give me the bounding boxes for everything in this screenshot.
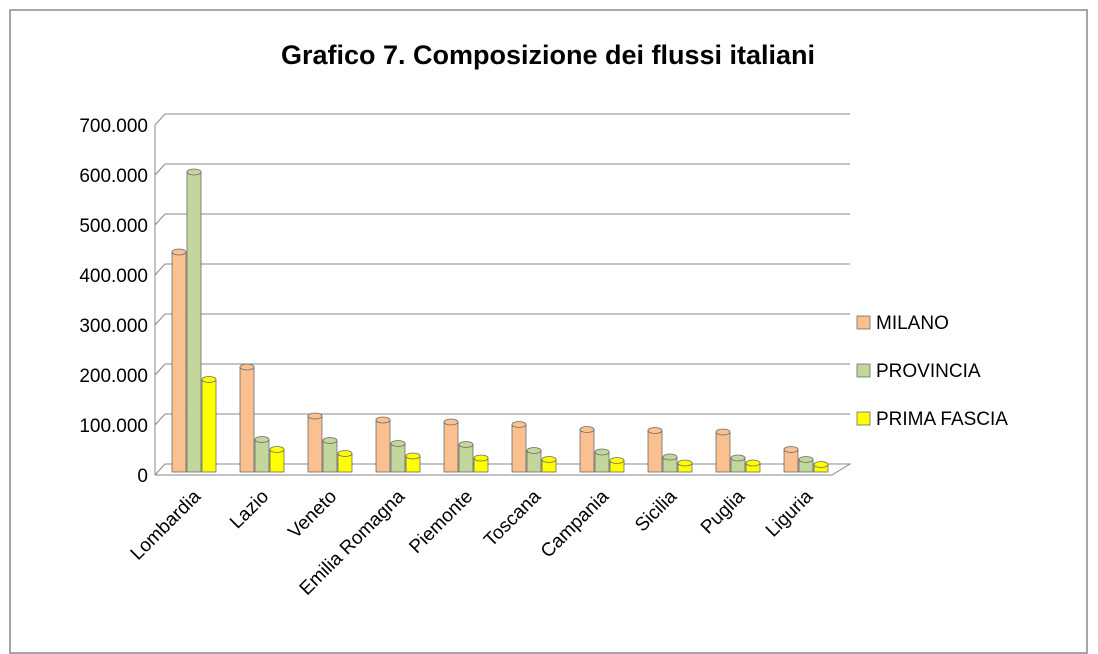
y-tick-label: 0: [137, 466, 148, 487]
bar-cap: [715, 428, 731, 436]
bar: [511, 424, 527, 473]
legend-swatch: [856, 363, 871, 378]
legend-label: MILANO: [876, 313, 949, 334]
bar-cap: [647, 427, 663, 434]
bar: [239, 366, 255, 473]
y-tick-label: 200.000: [79, 366, 148, 387]
bar: [254, 439, 270, 473]
bar-cap: [511, 421, 527, 428]
y-tick-label: 600.000: [79, 166, 148, 187]
y-tick-label: 400.000: [79, 266, 148, 287]
grid-line: [154, 313, 850, 326]
bar-cap: [541, 456, 557, 463]
bar-cap: [269, 446, 285, 453]
bar-cap: [171, 248, 187, 256]
bar-cap: [745, 459, 761, 467]
bar: [390, 443, 406, 473]
bar-cap: [375, 416, 391, 424]
bar-cap: [201, 376, 217, 383]
y-tick-label: 500.000: [79, 216, 148, 237]
bar-cap: [798, 456, 814, 463]
grid-line: [154, 213, 850, 226]
bar-cap: [322, 437, 338, 444]
bar: [715, 431, 731, 473]
bar-cap: [594, 448, 610, 456]
legend-swatch: [856, 411, 871, 426]
bar-cap: [186, 168, 202, 176]
chart-title: Grafico 7. Composizione dei flussi itali…: [281, 40, 815, 70]
bar: [186, 171, 202, 473]
grid-line: [154, 413, 850, 426]
bar-cap: [783, 446, 799, 453]
bar-cap: [526, 447, 542, 454]
bar-cap: [579, 426, 595, 433]
grid-line: [154, 163, 850, 176]
bar: [201, 379, 217, 473]
bar: [443, 421, 459, 473]
bar-cap: [458, 441, 474, 448]
bar-cap: [443, 418, 459, 426]
bar: [307, 415, 323, 473]
bar-cap: [390, 440, 406, 447]
bar-cap: [337, 450, 353, 457]
bar-cap: [473, 454, 489, 462]
bar-cap: [307, 412, 323, 420]
legend-label: PROVINCIA: [876, 361, 981, 382]
bar: [171, 251, 187, 473]
bar-cap: [239, 363, 255, 371]
bar-cap: [813, 461, 829, 468]
bar-cap: [662, 453, 678, 461]
bar: [375, 419, 391, 473]
grid-line: [154, 263, 850, 276]
legend-label: PRIMA FASCIA: [876, 409, 1008, 430]
bar-cap: [609, 457, 625, 464]
bar-cap: [405, 452, 421, 460]
y-tick-label: 100.000: [79, 416, 148, 437]
bar: [458, 444, 474, 473]
bar-cap: [677, 459, 693, 467]
grid-line: [154, 113, 850, 126]
legend-swatch: [856, 315, 871, 330]
bar: [647, 430, 663, 473]
bar-cap: [254, 436, 270, 443]
grid-line: [154, 363, 850, 376]
bar: [579, 429, 595, 473]
y-tick-label: 300.000: [79, 316, 148, 337]
bar-cap: [730, 454, 746, 462]
y-tick-label: 700.000: [79, 116, 148, 137]
bar: [322, 440, 338, 473]
